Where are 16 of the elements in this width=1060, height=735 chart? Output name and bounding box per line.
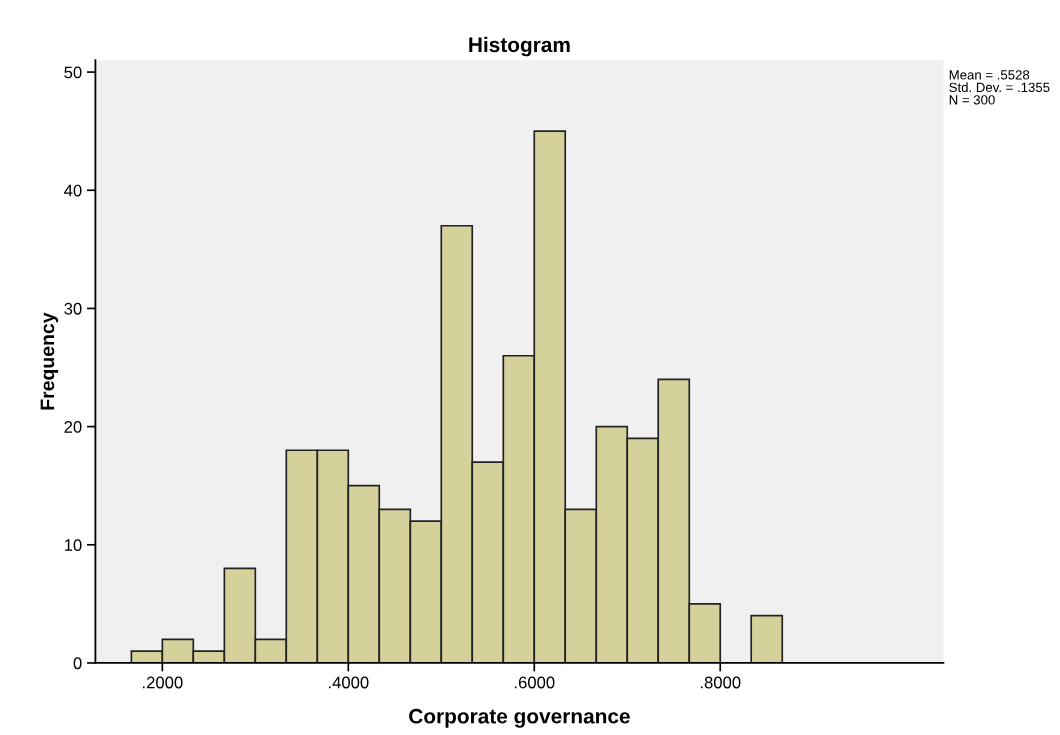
x-tick-label: .6000 xyxy=(514,676,555,689)
text: N = 300 xyxy=(949,95,995,105)
y-tick-label: 40 xyxy=(64,184,82,197)
y-tick-label: 30 xyxy=(64,302,82,315)
text: Std. Dev. = .1355 xyxy=(949,82,1050,93)
x-tick-label: .2000 xyxy=(143,676,183,689)
y-tick-label: 10 xyxy=(64,539,82,551)
text: Mean = .5528 xyxy=(949,70,1030,80)
y-tick-label: 50 xyxy=(64,66,82,79)
x-axis-title: Corporate governance xyxy=(409,708,630,728)
y-tick-label: 20 xyxy=(64,421,82,433)
x-tick-label: .4000 xyxy=(328,676,369,689)
y-axis-title: Frequency xyxy=(40,312,59,410)
x-tick-label: .8000 xyxy=(700,676,741,689)
y-tick-label: 0 xyxy=(73,657,82,670)
chart-title: Histogram xyxy=(469,36,570,57)
